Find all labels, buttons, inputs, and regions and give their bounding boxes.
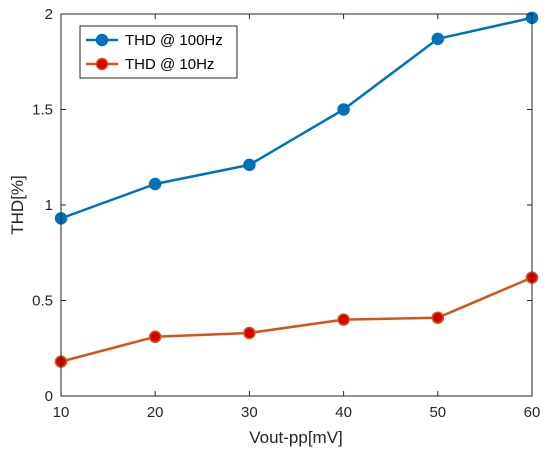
x-axis-label: Vout-pp[mV]	[249, 428, 343, 447]
legend-label: THD @ 100Hz	[125, 32, 223, 49]
x-tick-label: 50	[429, 404, 446, 421]
y-tick-label: 0.5	[32, 293, 53, 310]
legend-box	[79, 25, 238, 79]
x-tick-label: 10	[53, 404, 70, 421]
y-tick-label: 2	[45, 6, 53, 23]
x-tick-label: 20	[147, 404, 164, 421]
y-tick-label: 1.5	[32, 102, 53, 119]
legend-marker	[95, 57, 109, 71]
y-tick-label: 0	[45, 388, 53, 405]
data-point	[431, 311, 445, 324]
data-point	[148, 330, 162, 344]
series-line-0	[60, 16, 533, 220]
data-point	[431, 32, 445, 46]
y-axis-label: THD[%]	[8, 175, 27, 235]
series-line-1	[60, 276, 533, 363]
data-point	[148, 177, 162, 191]
chart-marks	[54, 11, 539, 368]
axis-ticks: 10 20 30 40 50 60 0 0.5 1 1.5 2	[32, 6, 540, 421]
data-point	[243, 326, 256, 340]
legend-label: THD @ 10Hz	[125, 56, 214, 73]
x-tick-label: 40	[335, 404, 352, 421]
legend-marker	[95, 33, 109, 47]
x-tick-label: 60	[524, 404, 541, 421]
data-point	[243, 158, 256, 172]
data-point	[337, 313, 350, 326]
x-tick-label: 30	[241, 404, 258, 421]
data-point	[337, 103, 350, 116]
legend: THD @ 100Hz THD @ 10Hz	[79, 25, 238, 79]
y-tick-label: 1	[45, 197, 53, 214]
